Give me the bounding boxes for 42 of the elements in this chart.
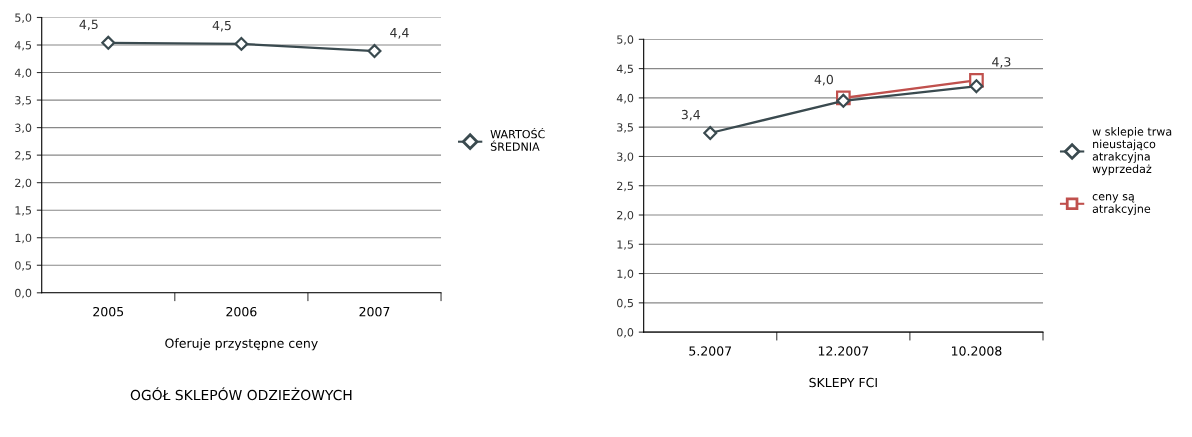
y-tick-label: 4,0	[616, 93, 634, 104]
x-tick-label: 5.2007	[689, 346, 732, 356]
x-tick-label: 2007	[359, 306, 390, 317]
y-tick-label: 0,0	[15, 288, 32, 299]
y-tick-label: 3,0	[617, 152, 634, 162]
y-tick-label: 4,0	[14, 68, 32, 79]
y-tick-label: 5,0	[15, 13, 32, 23]
x-tick-label: 12.2007	[818, 346, 869, 356]
legend-label: w sklepie trwa nieustająco atrakcyjna wyprzedaż	[1092, 127, 1172, 176]
data-label: 4,0	[814, 74, 834, 86]
x-axis-title: Oferuje przystępne ceny	[165, 338, 318, 351]
legend-label: ceny są atrakcyjne	[1092, 194, 1151, 216]
y-tick-label: 1,0	[15, 233, 32, 244]
text: OGÓŁ SKLEPÓW ODZIEŻOWYCH	[130, 387, 352, 401]
y-tick-label: 0,0	[617, 328, 634, 338]
point	[703, 126, 718, 141]
y-tick-label: 0,5	[617, 298, 633, 309]
point	[969, 79, 984, 94]
y-tick-label: 2,5	[15, 151, 32, 161]
y-tick-label: 3,5	[617, 123, 633, 133]
y-tick-label: 1,0	[617, 269, 634, 280]
data-label: 4,5	[79, 19, 98, 31]
y-tick-label: 2,0	[617, 210, 634, 221]
y-tick-label: 4,5	[14, 41, 32, 51]
x-axis-title: SKLEPY FCI	[809, 377, 877, 388]
x-tick-label: 10.2008	[951, 346, 1002, 356]
legend-label: WARTOŚĆ ŚREDNIA	[490, 127, 545, 151]
data-label: 3,4	[681, 109, 701, 121]
y-tick-label: 5,0	[617, 35, 634, 45]
data-label: 4,4	[390, 28, 409, 39]
y-tick-label: 3,5	[15, 96, 32, 106]
data-label: 4,3	[992, 57, 1011, 68]
y-tick-label: 1,5	[617, 240, 633, 250]
y-tick-label: 0,5	[15, 261, 32, 271]
data-label: 4,5	[212, 20, 231, 32]
y-tick-label: 1,5	[15, 206, 32, 216]
y-tick-label: 3,0	[15, 123, 32, 134]
x-tick-label: 2005	[93, 306, 124, 317]
y-tick-label: 2,0	[15, 178, 32, 189]
x-tick-label: 2006	[226, 306, 257, 317]
y-tick-label: 2,5	[617, 181, 633, 192]
y-tick-label: 4,5	[616, 64, 633, 75]
